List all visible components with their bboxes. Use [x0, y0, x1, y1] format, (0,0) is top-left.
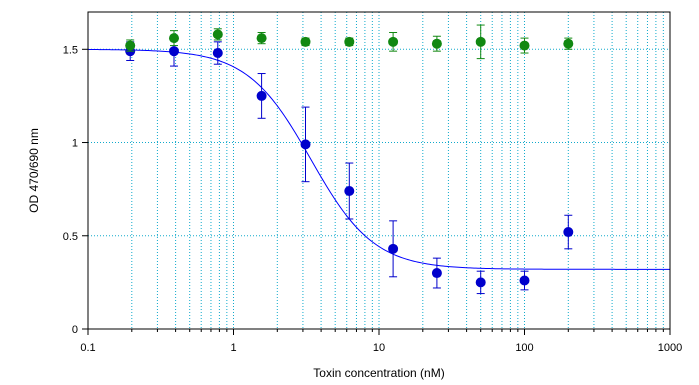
data-point: [519, 40, 530, 51]
data-point: [300, 139, 311, 150]
data-points: [125, 24, 574, 295]
data-point: [431, 38, 442, 49]
y-tick-label: 0: [72, 324, 78, 336]
data-point: [344, 36, 355, 47]
y-tick-label: 1.5: [63, 44, 78, 56]
data-point: [388, 36, 399, 47]
x-tick-label: 100: [515, 342, 533, 354]
y-axis-title: OD 470/690 nm: [27, 128, 41, 213]
data-point: [256, 90, 267, 101]
data-point: [563, 227, 574, 238]
data-point: [125, 40, 136, 51]
data-point: [168, 33, 179, 44]
data-point: [388, 243, 399, 254]
grid-lines: [88, 12, 670, 329]
data-point: [475, 36, 486, 47]
data-point: [300, 36, 311, 47]
x-tick-label: 10: [373, 342, 385, 354]
data-point: [563, 38, 574, 49]
data-point: [212, 48, 223, 59]
y-tick-label: 0.5: [63, 231, 78, 243]
x-tick-label: 1000: [658, 342, 682, 354]
data-point: [212, 29, 223, 40]
axes: 0.1 1 10 100 1000 0 0.5 1 1.5: [63, 44, 683, 354]
data-point: [168, 46, 179, 57]
x-axis-title: Toxin concentration (nM): [313, 366, 444, 380]
data-point: [431, 268, 442, 279]
y-tick-label: 1: [72, 138, 78, 150]
fit-curves: [87, 48, 670, 270]
x-tick-label: 0.1: [80, 342, 95, 354]
x-tick-label: 1: [230, 342, 236, 354]
plot-frame: [87, 11, 671, 330]
data-point: [256, 33, 267, 44]
fit-curve: [87, 48, 670, 270]
data-point: [344, 186, 355, 197]
data-point: [519, 275, 530, 286]
data-point: [475, 277, 486, 288]
